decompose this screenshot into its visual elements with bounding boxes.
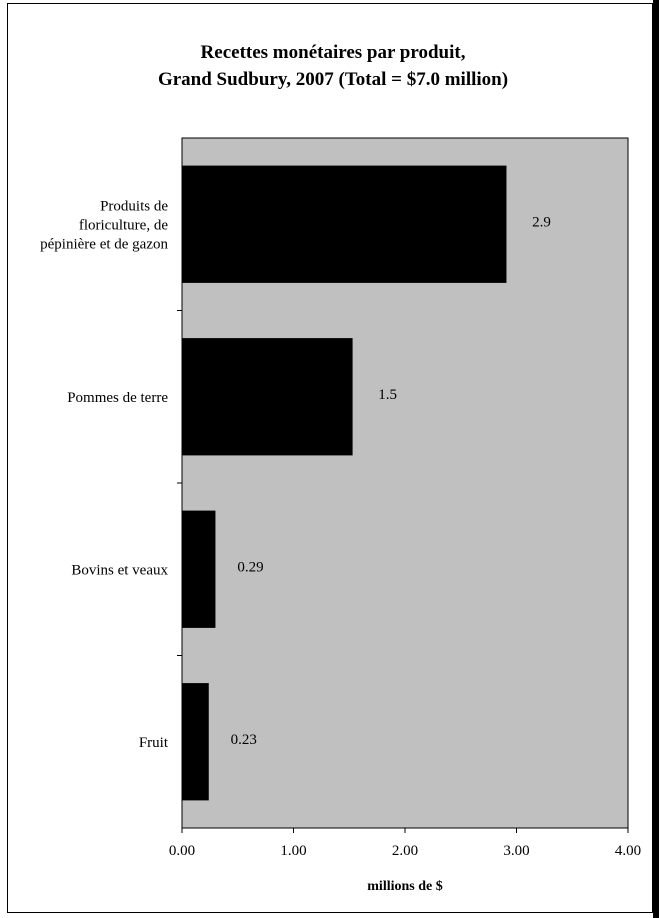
x-tick-label-0: 0.00 bbox=[169, 843, 195, 859]
axis-layer bbox=[177, 138, 629, 833]
x-axis-title: millions de $ bbox=[367, 879, 442, 894]
chart-title-line-2: Grand Sudbury, 2007 (Total = $7.0 millio… bbox=[158, 69, 508, 90]
chart-title-line-1: Recettes monétaires par produit, bbox=[201, 42, 466, 63]
bar-0 bbox=[182, 165, 507, 283]
x-tick-label-1: 1.00 bbox=[280, 843, 306, 859]
category-label-1-line-0: Pommes de terre bbox=[67, 390, 168, 406]
category-label-0-line-1: floriculture, de bbox=[79, 217, 168, 233]
data-label-0: 2.9 bbox=[532, 214, 551, 230]
category-label-2-line-0: Bovins et veaux bbox=[71, 562, 168, 578]
data-label-1: 1.5 bbox=[378, 387, 397, 403]
bar-2 bbox=[182, 510, 216, 628]
page-edge-bar bbox=[653, 0, 659, 918]
data-label-2: 0.29 bbox=[237, 559, 263, 575]
chart-title: Recettes monétaires par produit, Grand S… bbox=[158, 42, 508, 90]
x-tick-label-4: 4.00 bbox=[615, 843, 641, 859]
x-tick-label-2: 2.00 bbox=[392, 843, 418, 859]
bar-1 bbox=[182, 338, 353, 456]
data-label-3: 0.23 bbox=[231, 732, 257, 748]
bar-3 bbox=[182, 683, 209, 801]
x-tick-label-3: 3.00 bbox=[503, 843, 529, 859]
bars-layer bbox=[182, 165, 507, 801]
labels-layer: 2.9 Produits de floriculture, de pépinière … bbox=[40, 198, 641, 859]
category-label-3-line-0: Fruit bbox=[139, 735, 169, 751]
category-label-0-line-2: pépinière et de gazon bbox=[40, 236, 168, 252]
category-label-0-line-0: Produits de bbox=[100, 198, 168, 214]
